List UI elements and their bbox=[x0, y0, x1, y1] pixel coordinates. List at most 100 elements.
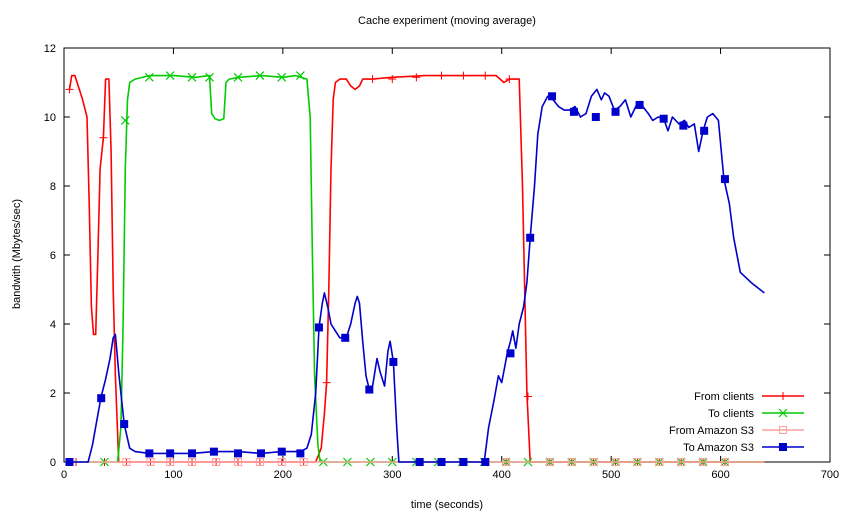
data-point bbox=[481, 458, 490, 466]
data-point bbox=[212, 458, 221, 466]
data-point bbox=[700, 126, 709, 135]
legend-label: To Amazon S3 bbox=[683, 442, 754, 454]
data-point bbox=[545, 458, 554, 466]
data-point bbox=[437, 458, 446, 466]
data-point bbox=[277, 447, 286, 456]
x-tick-label: 0 bbox=[61, 469, 67, 481]
data-point bbox=[120, 116, 130, 125]
data-point bbox=[526, 233, 535, 242]
y-tick-label: 6 bbox=[50, 250, 56, 262]
data-point bbox=[415, 458, 424, 466]
legend-marker bbox=[779, 426, 787, 434]
data-point bbox=[368, 75, 377, 84]
data-point bbox=[589, 458, 598, 466]
series-line bbox=[69, 88, 765, 463]
data-point bbox=[548, 92, 557, 101]
y-tick-label: 8 bbox=[50, 181, 56, 193]
data-point bbox=[322, 378, 331, 387]
data-point bbox=[255, 71, 265, 81]
y-tick-label: 2 bbox=[50, 388, 56, 400]
data-point bbox=[655, 458, 664, 466]
data-point bbox=[569, 107, 578, 116]
data-point bbox=[166, 449, 175, 458]
plot-area bbox=[65, 71, 765, 467]
data-point bbox=[146, 458, 155, 466]
data-point bbox=[502, 458, 511, 466]
legend-label: To clients bbox=[708, 408, 754, 420]
data-point bbox=[188, 458, 197, 466]
data-point bbox=[699, 458, 708, 466]
data-point bbox=[635, 100, 644, 109]
data-point bbox=[720, 175, 729, 184]
data-point bbox=[65, 85, 74, 94]
data-point bbox=[633, 458, 642, 466]
legend-marker bbox=[779, 443, 787, 451]
data-point bbox=[388, 75, 397, 84]
data-point bbox=[166, 458, 175, 466]
data-point bbox=[523, 392, 532, 401]
x-tick-label: 100 bbox=[164, 469, 182, 481]
data-point bbox=[144, 72, 154, 82]
data-point bbox=[233, 449, 242, 458]
series-line bbox=[68, 74, 765, 463]
x-tick-label: 200 bbox=[274, 469, 292, 481]
data-point bbox=[505, 75, 514, 84]
data-point bbox=[256, 449, 265, 458]
tick-labels: 0 100 200 300 400 500 600 700 0 2 4 6 8 10 12 bbox=[44, 43, 839, 481]
data-point bbox=[365, 385, 374, 394]
data-point bbox=[720, 458, 729, 466]
data-point bbox=[611, 458, 620, 466]
data-point bbox=[255, 458, 264, 466]
legend-marker bbox=[778, 408, 788, 418]
data-point bbox=[506, 349, 515, 358]
series-to-clients bbox=[69, 71, 765, 467]
data-point bbox=[567, 458, 576, 466]
data-point bbox=[299, 458, 308, 466]
x-tick-label: 400 bbox=[493, 469, 511, 481]
data-point bbox=[459, 458, 468, 466]
data-point bbox=[314, 323, 323, 332]
data-point bbox=[188, 449, 197, 458]
chart-title: Cache experiment (moving average) bbox=[358, 15, 536, 27]
x-axis-label: time (seconds) bbox=[411, 499, 483, 511]
data-point bbox=[591, 113, 600, 121]
y-tick-label: 10 bbox=[44, 112, 56, 124]
series-line bbox=[69, 74, 765, 463]
data-point bbox=[677, 458, 686, 466]
data-point bbox=[679, 121, 688, 130]
data-point bbox=[65, 458, 74, 466]
data-point bbox=[277, 72, 287, 82]
y-tick-label: 0 bbox=[50, 457, 56, 469]
data-point bbox=[145, 449, 154, 458]
y-tick-label: 12 bbox=[44, 43, 56, 55]
data-point bbox=[97, 394, 106, 403]
legend: From clients To clients From Amazon S3 To A… bbox=[669, 391, 804, 454]
data-point bbox=[165, 71, 175, 81]
data-point bbox=[296, 449, 305, 458]
data-point bbox=[122, 458, 131, 466]
data-point bbox=[99, 133, 108, 142]
data-point bbox=[205, 72, 214, 82]
legend-label: From Amazon S3 bbox=[669, 425, 754, 437]
x-tick-label: 500 bbox=[602, 469, 620, 481]
data-point bbox=[277, 458, 286, 466]
data-point bbox=[459, 71, 468, 80]
data-point bbox=[412, 73, 421, 82]
y-axis-label: bandwith (Mbytes/sec) bbox=[11, 199, 23, 309]
data-point bbox=[389, 357, 398, 366]
data-point bbox=[659, 114, 668, 123]
data-point bbox=[341, 333, 350, 342]
data-point bbox=[187, 72, 197, 82]
data-point bbox=[233, 458, 242, 466]
data-point bbox=[295, 71, 305, 81]
data-point bbox=[481, 71, 490, 80]
data-point bbox=[233, 72, 243, 82]
legend-marker bbox=[779, 392, 787, 400]
data-point bbox=[611, 107, 620, 116]
y-tick-label: 4 bbox=[50, 319, 56, 331]
data-point bbox=[437, 71, 446, 80]
data-point bbox=[120, 420, 129, 429]
x-tick-label: 700 bbox=[821, 469, 839, 481]
legend-label: From clients bbox=[694, 391, 754, 403]
data-point bbox=[209, 447, 218, 456]
